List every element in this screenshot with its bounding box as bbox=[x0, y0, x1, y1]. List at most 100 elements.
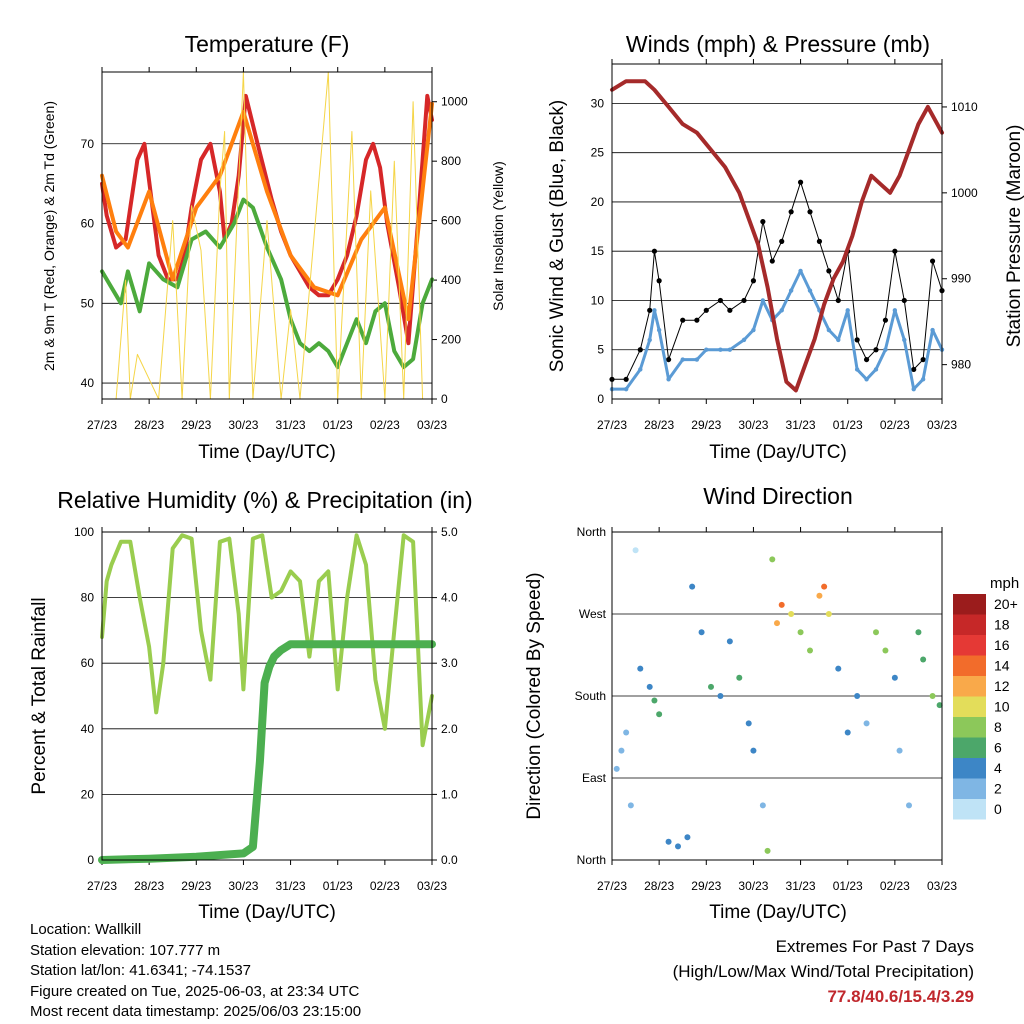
legend-swatch bbox=[953, 594, 986, 615]
winds-xlabel: Time (Day/UTC) bbox=[709, 442, 847, 463]
y-tick-label: North bbox=[577, 853, 606, 867]
y-tick-label: East bbox=[582, 771, 607, 785]
legend-label: 2 bbox=[994, 781, 1002, 797]
direction-point bbox=[896, 747, 903, 754]
legend-label: 12 bbox=[994, 678, 1010, 694]
y-tick-label: 70 bbox=[81, 137, 95, 151]
temperature-panel: Temperature (F) Time (Day/UTC) 2m & 9m T… bbox=[41, 31, 506, 463]
legend-label: 4 bbox=[994, 760, 1002, 776]
x-tick-label: 28/23 bbox=[134, 879, 164, 893]
direction-plot-area: North East South West North 27/23 28/23 29/23 30… bbox=[575, 525, 958, 893]
y-tick-label: 20 bbox=[591, 195, 605, 209]
plot-frame bbox=[611, 63, 943, 400]
legend-label: 16 bbox=[994, 637, 1010, 653]
direction-xlabel: Time (Day/UTC) bbox=[709, 902, 847, 923]
direction-point bbox=[778, 601, 785, 608]
y-tick-label: 0 bbox=[597, 392, 604, 406]
winds-ylabel-right: Station Pressure (Maroon) bbox=[1004, 125, 1024, 348]
legend-swatch bbox=[953, 737, 986, 758]
direction-point bbox=[750, 747, 757, 754]
y2-tick-label: 1000 bbox=[441, 95, 468, 109]
y2-tick-label: 200 bbox=[441, 333, 461, 347]
legend-label: 0 bbox=[994, 801, 1002, 817]
direction-point bbox=[646, 683, 653, 690]
legend-label: 20+ bbox=[994, 596, 1018, 612]
legend-label: 10 bbox=[994, 699, 1010, 715]
y-tick-label: 60 bbox=[81, 217, 95, 231]
direction-point bbox=[717, 693, 724, 699]
x-tick-label: 27/23 bbox=[87, 879, 117, 893]
direction-point bbox=[920, 656, 927, 663]
wind-line bbox=[612, 269, 944, 391]
direction-point bbox=[726, 638, 733, 645]
info-latlon: Station lat/lon: 41.6341; -74.1537 bbox=[30, 962, 252, 979]
direction-point bbox=[929, 693, 936, 699]
x-tick-label: 31/23 bbox=[276, 879, 306, 893]
x-tick-label: 28/23 bbox=[134, 418, 164, 432]
y2-tick-label: 1010 bbox=[951, 100, 978, 114]
series-2-line bbox=[100, 197, 434, 370]
direction-point bbox=[882, 647, 889, 654]
y-tick-label: 25 bbox=[591, 146, 605, 160]
direction-point bbox=[906, 802, 912, 809]
temperature-ylabel-left: 2m & 9m T (Red, Orange) & 2m Td (Green) bbox=[41, 101, 57, 371]
extremes-box: Extremes For Past 7 Days (High/Low/Max W… bbox=[673, 934, 974, 1009]
precip-line bbox=[98, 640, 436, 864]
x-tick-label: 01/23 bbox=[323, 879, 353, 893]
y2-tick-label: 990 bbox=[951, 272, 971, 286]
direction-point bbox=[915, 629, 922, 636]
direction-point bbox=[632, 547, 639, 554]
y-tick-label: 30 bbox=[591, 96, 605, 110]
x-tick-label: 30/23 bbox=[738, 879, 768, 893]
y-tick-label: 100 bbox=[74, 525, 94, 539]
direction-point bbox=[623, 729, 630, 736]
direction-point bbox=[675, 843, 681, 850]
x-tick-label: 30/23 bbox=[228, 879, 258, 893]
direction-point bbox=[684, 834, 691, 841]
legend-label: 14 bbox=[994, 658, 1010, 674]
direction-point bbox=[797, 629, 804, 636]
x-tick-label: 02/23 bbox=[370, 879, 400, 893]
direction-point bbox=[936, 702, 943, 709]
humidity-plot-area: 0 20 40 60 80 100 0.0 1.0 2.0 3.0 4.0 5.0 27/23 28/23… bbox=[74, 525, 458, 893]
direction-point bbox=[745, 720, 752, 727]
legend-swatch bbox=[953, 635, 986, 656]
winds-panel: Winds (mph) & Pressure (mb) Time (Day/UT… bbox=[547, 31, 1024, 463]
y-tick-label: North bbox=[577, 525, 606, 539]
y-tick-label: South bbox=[575, 689, 606, 703]
extremes-values: 77.8/40.6/15.4/3.29 bbox=[827, 987, 974, 1006]
extremes-subtitle: (High/Low/Max Wind/Total Precipitation) bbox=[672, 962, 974, 981]
x-tick-label: 29/23 bbox=[691, 879, 721, 893]
direction-point bbox=[764, 847, 771, 854]
info-location: Location: Wallkill bbox=[30, 921, 142, 938]
y-tick-label: 40 bbox=[81, 376, 95, 390]
temperature-xlabel: Time (Day/UTC) bbox=[198, 442, 336, 463]
y-tick-label: 80 bbox=[81, 591, 95, 605]
direction-point bbox=[689, 583, 696, 590]
x-tick-label: 29/23 bbox=[181, 879, 211, 893]
humidity-ylabel-left: Percent & Total Rainfall bbox=[29, 597, 50, 794]
direction-point bbox=[807, 647, 813, 654]
direction-point bbox=[835, 665, 842, 672]
info-created: Figure created on Tue, 2025-06-03, at 23… bbox=[30, 982, 360, 1000]
legend-swatch bbox=[953, 676, 986, 697]
direction-point bbox=[656, 711, 663, 718]
direction-point bbox=[821, 583, 828, 590]
temperature-title: Temperature (F) bbox=[185, 31, 350, 57]
legend-swatch bbox=[953, 758, 986, 779]
winds-plot-area: 0 5 10 15 20 25 30 980 990 1000 1010 27/23 28/23 29/2… bbox=[591, 59, 978, 432]
direction-ylabel-left: Direction (Colored By Speed) bbox=[524, 572, 545, 819]
legend-swatch bbox=[953, 696, 986, 717]
x-tick-label: 31/23 bbox=[276, 418, 306, 432]
direction-point bbox=[873, 629, 879, 636]
winds-ylabel-left: Sonic Wind & Gust (Blue, Black) bbox=[547, 100, 568, 372]
station-info: Location: Wallkill Station elevation: 10… bbox=[30, 920, 361, 1023]
x-tick-label: 02/23 bbox=[880, 418, 910, 432]
legend-label: 8 bbox=[994, 719, 1002, 735]
y2-tick-label: 600 bbox=[441, 214, 461, 228]
x-tick-label: 01/23 bbox=[323, 418, 353, 432]
x-tick-label: 29/23 bbox=[691, 418, 721, 432]
direction-point bbox=[788, 611, 795, 617]
x-tick-label: 01/23 bbox=[833, 418, 863, 432]
